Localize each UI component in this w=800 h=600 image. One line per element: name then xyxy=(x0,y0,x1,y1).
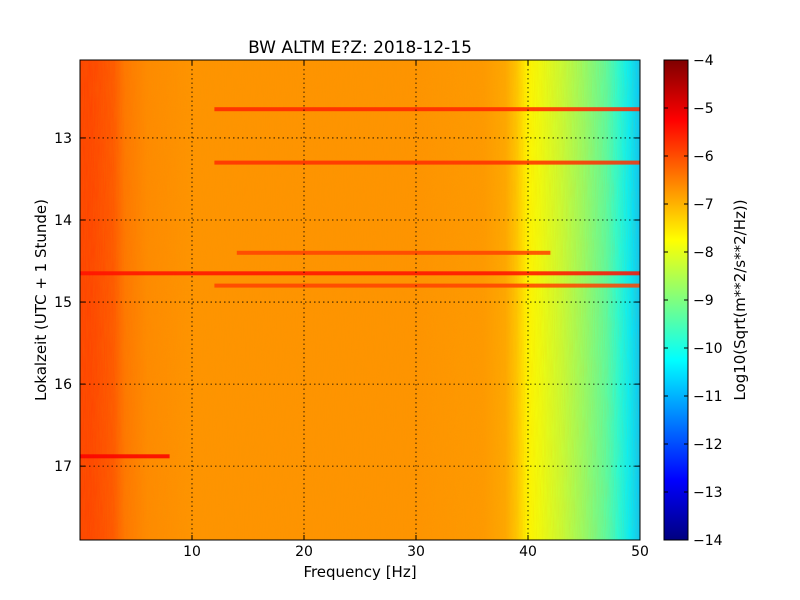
colorbar-ticks: −4 −5 −6 −7 −8 −9 −10 −11 −12 −13 −14 xyxy=(664,53,723,549)
plot-area xyxy=(80,60,640,540)
colorbar-tick-label: −6 xyxy=(693,149,714,165)
y-tick-label: 16 xyxy=(54,377,72,393)
x-axis-label: Frequency [Hz] xyxy=(303,563,416,581)
y-tick-label: 14 xyxy=(54,213,72,229)
chart-title: BW ALTM E?Z: 2018-12-15 xyxy=(248,38,472,58)
grid-layer xyxy=(80,60,640,540)
colorbar-tick-label: −4 xyxy=(693,53,714,69)
y-axis-label: Lokalzeit (UTC + 1 Stunde) xyxy=(32,199,50,401)
colorbar-label: Log10(Sqrt(m**2/s**2/Hz)) xyxy=(731,199,749,400)
spectral-band xyxy=(214,160,640,165)
x-tick-label: 10 xyxy=(183,544,201,560)
colorbar-tick-label: −9 xyxy=(693,293,714,309)
x-tick-label: 30 xyxy=(407,544,425,560)
x-axis: 10 20 30 40 50 xyxy=(183,60,649,560)
colorbar-tick-label: −8 xyxy=(693,245,714,261)
spectrogram-noise xyxy=(80,60,640,540)
bands-layer xyxy=(80,107,640,459)
colorbar-tick-label: −14 xyxy=(693,533,723,549)
colorbar-tick-label: −10 xyxy=(693,341,723,357)
x-tick-label: 20 xyxy=(295,544,313,560)
y-tick-label: 17 xyxy=(54,459,72,475)
y-tick-label: 15 xyxy=(54,295,72,311)
plot-frame xyxy=(79,59,641,541)
spectral-band xyxy=(80,454,170,459)
y-axis: 13 14 15 16 17 xyxy=(54,131,640,475)
colorbar-tick-label: −7 xyxy=(693,197,714,213)
spectral-band xyxy=(80,271,640,276)
spectral-band xyxy=(236,250,551,255)
colorbar-tick-label: −13 xyxy=(693,485,723,501)
x-tick-label: 40 xyxy=(519,544,537,560)
spectral-band xyxy=(214,283,640,288)
colorbar-tick-label: −12 xyxy=(693,437,723,453)
spectral-band xyxy=(214,107,640,112)
colorbar-tick-label: −11 xyxy=(693,389,723,405)
y-tick-label: 13 xyxy=(54,131,72,147)
x-tick-label: 50 xyxy=(631,544,649,560)
colorbar-tick-label: −5 xyxy=(693,101,714,117)
colorbar: −4 −5 −6 −7 −8 −9 −10 −11 −12 −13 −14 xyxy=(663,53,723,549)
